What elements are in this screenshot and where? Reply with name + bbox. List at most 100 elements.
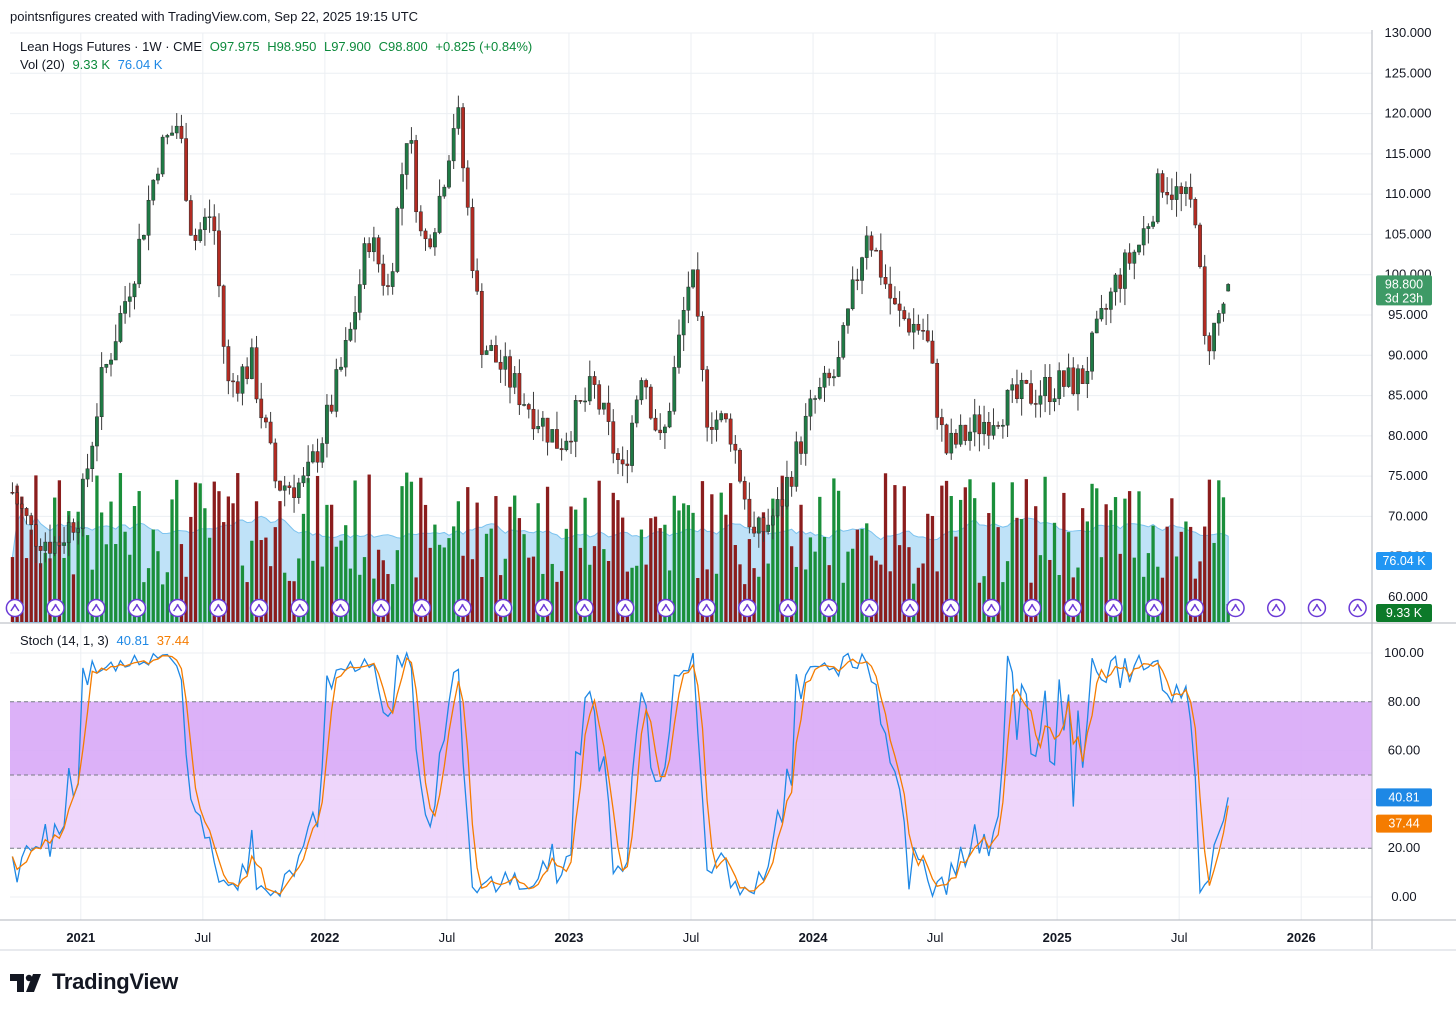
volume-bar [752,568,756,622]
event-marker-icon[interactable] [168,598,187,618]
volume-bar [1160,577,1165,622]
volume-bar [649,518,653,622]
event-marker-icon[interactable] [778,598,798,618]
candle [292,474,296,513]
event-marker-icon[interactable] [331,598,350,618]
event-marker-icon[interactable] [860,598,879,618]
volume-bar [569,506,573,622]
event-marker-icon[interactable] [1185,598,1205,618]
volume-bar [1038,555,1043,622]
candle [785,460,789,510]
volume-bar [38,563,43,622]
event-marker-icon[interactable] [209,598,228,618]
event-marker-icon[interactable] [1104,598,1123,618]
candle [10,482,15,495]
volume-bar [1151,525,1155,622]
volume-bar [705,569,709,622]
volume-bar [1118,553,1122,622]
stoch-axis-label: 20.00 [1388,840,1421,855]
candle [986,411,991,450]
event-marker-icon[interactable] [412,598,432,618]
volume-bar [67,511,71,622]
volume-bar [682,503,686,622]
candle [353,296,357,343]
stoch-legend[interactable]: Stoch (14, 1, 3) 40.81 37.44 [20,633,189,648]
event-marker-icon[interactable] [534,598,554,618]
candle [1127,243,1132,270]
candle [1061,370,1066,397]
stoch-d-badge: 37.44 [1376,814,1432,833]
candle [57,535,62,547]
volume-bar [203,508,207,622]
event-marker-icon[interactable] [290,598,309,618]
event-marker-icon[interactable] [738,598,757,618]
event-marker-icon[interactable] [493,598,513,618]
event-marker-icon[interactable] [941,598,960,618]
volume-bar [447,538,451,622]
event-marker-icon[interactable] [453,598,472,618]
candle [709,412,714,444]
time-axis-label: 2023 [554,930,583,945]
price-legend[interactable]: Lean Hogs Futures · 1W · CME O97.975 H98… [20,39,532,54]
stoch-lines [11,651,1229,899]
event-marker-icon[interactable] [575,598,594,618]
volume-bar [494,496,498,622]
event-marker-icon[interactable] [249,598,269,618]
candle [911,308,916,350]
candle [522,393,526,407]
event-marker-icon[interactable] [819,598,838,618]
candle [630,415,634,473]
event-marker-icon[interactable] [1348,598,1367,618]
volume-bar [977,582,982,622]
event-marker-icon[interactable] [697,598,716,618]
volume-label: Vol (20) [20,57,65,72]
event-marker-icon[interactable] [615,598,635,618]
volume-bar [461,555,465,622]
volume-bar [724,514,728,622]
candle [1174,171,1179,217]
event-marker-icon[interactable] [46,598,65,618]
volume-bar [710,494,714,622]
event-marker-icon[interactable] [1226,598,1245,618]
volume-bar [81,528,85,622]
candle [752,511,756,537]
candle [799,436,803,465]
event-marker-icon[interactable] [1022,598,1042,618]
event-marker-icon[interactable] [87,598,106,618]
price-axis-label: 95.000 [1388,307,1428,322]
tradingview-logo[interactable]: TradingView [10,969,178,995]
candle [156,167,160,185]
event-marker-icon[interactable] [900,598,920,618]
event-marker-icon[interactable] [5,598,25,618]
volume-bar [635,565,639,622]
candle [968,417,972,451]
event-marker-icon[interactable] [371,598,391,618]
candle [273,438,278,489]
volume-legend[interactable]: Vol (20) 9.33 K 76.04 K [20,57,162,72]
event-marker-icon[interactable] [127,598,147,618]
event-marker-icon[interactable] [982,598,1001,618]
candle [146,185,151,251]
candle [991,408,996,440]
volume-bar [513,495,517,622]
svg-text:76.04 K: 76.04 K [1382,554,1426,568]
candle [1071,357,1076,396]
candle [1033,389,1038,418]
volume-bar [283,572,287,622]
event-marker-icon[interactable] [1266,598,1286,618]
dividend-event-markers[interactable] [5,598,1367,618]
volume-bar [578,547,583,622]
volume-bar [761,512,766,622]
candle [212,204,217,245]
volume-bar [677,510,681,622]
volume-bar [344,525,348,622]
event-marker-icon[interactable] [1307,598,1327,618]
candle [320,437,325,468]
candle [1123,249,1127,306]
event-marker-icon[interactable] [1144,598,1164,618]
event-marker-icon[interactable] [656,598,676,618]
candle [141,234,146,241]
candle [1010,378,1015,403]
candle [1207,332,1212,365]
event-marker-icon[interactable] [1063,598,1083,618]
